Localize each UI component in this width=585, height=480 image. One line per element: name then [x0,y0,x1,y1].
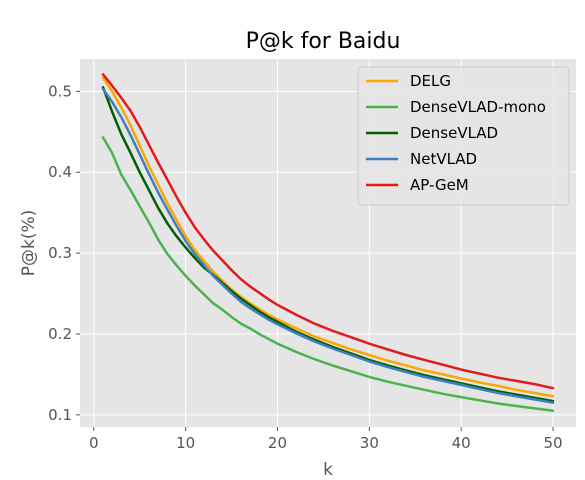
x-tick-label: 10 [176,434,195,452]
axis-ticks: 0 10 20 30 40 50 0.1 0.2 0.3 0.4 0.5 [48,82,562,452]
x-tick-label: 0 [89,434,99,452]
chart-title: P@k for Baidu [246,29,401,54]
legend-label-densevlad-mono: DenseVLAD-mono [410,98,546,116]
legend-label-netvlad: NetVLAD [410,150,477,168]
series-line-densevlad-mono [101,136,555,413]
y-axis-label: P@k(%) [19,210,39,277]
x-tick-label: 20 [268,434,287,452]
x-tick-label: 40 [452,434,471,452]
y-tick-label: 0.1 [48,406,72,424]
series-line-delg [101,76,555,398]
legend: DELG DenseVLAD-mono DenseVLAD NetVLAD AP-GeM [357,66,570,206]
y-tick-label: 0.3 [48,244,72,262]
series-layer [101,73,555,413]
y-tick-label: 0.5 [48,82,72,100]
legend-label-delg: DELG [410,72,451,90]
series-line-ap-gem [101,73,555,390]
series-line-densevlad [101,86,555,403]
x-tick-label: 30 [360,434,379,452]
legend-label-ap-gem: AP-GeM [410,176,469,194]
legend-frame [357,66,570,206]
legend-label-densevlad: DenseVLAD [410,124,498,142]
y-tick-label: 0.2 [48,325,72,343]
x-tick-label: 50 [543,434,562,452]
y-tick-label: 0.4 [48,163,72,181]
x-axis-label: k [323,460,333,480]
series-line-netvlad [101,87,555,404]
